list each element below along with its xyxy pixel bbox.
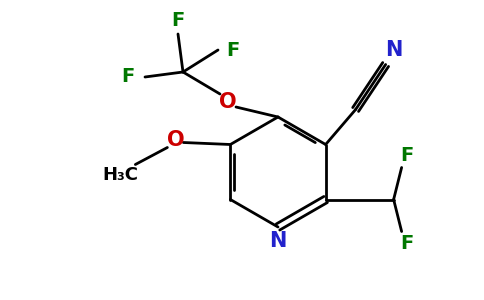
Text: F: F xyxy=(171,11,184,29)
Text: N: N xyxy=(385,40,402,61)
Text: N: N xyxy=(269,231,287,251)
Text: F: F xyxy=(400,146,413,165)
Text: F: F xyxy=(400,234,413,253)
Text: O: O xyxy=(166,130,184,149)
Text: O: O xyxy=(219,92,237,112)
Text: F: F xyxy=(227,40,240,59)
Text: F: F xyxy=(121,68,135,86)
Text: H₃C: H₃C xyxy=(103,166,138,184)
